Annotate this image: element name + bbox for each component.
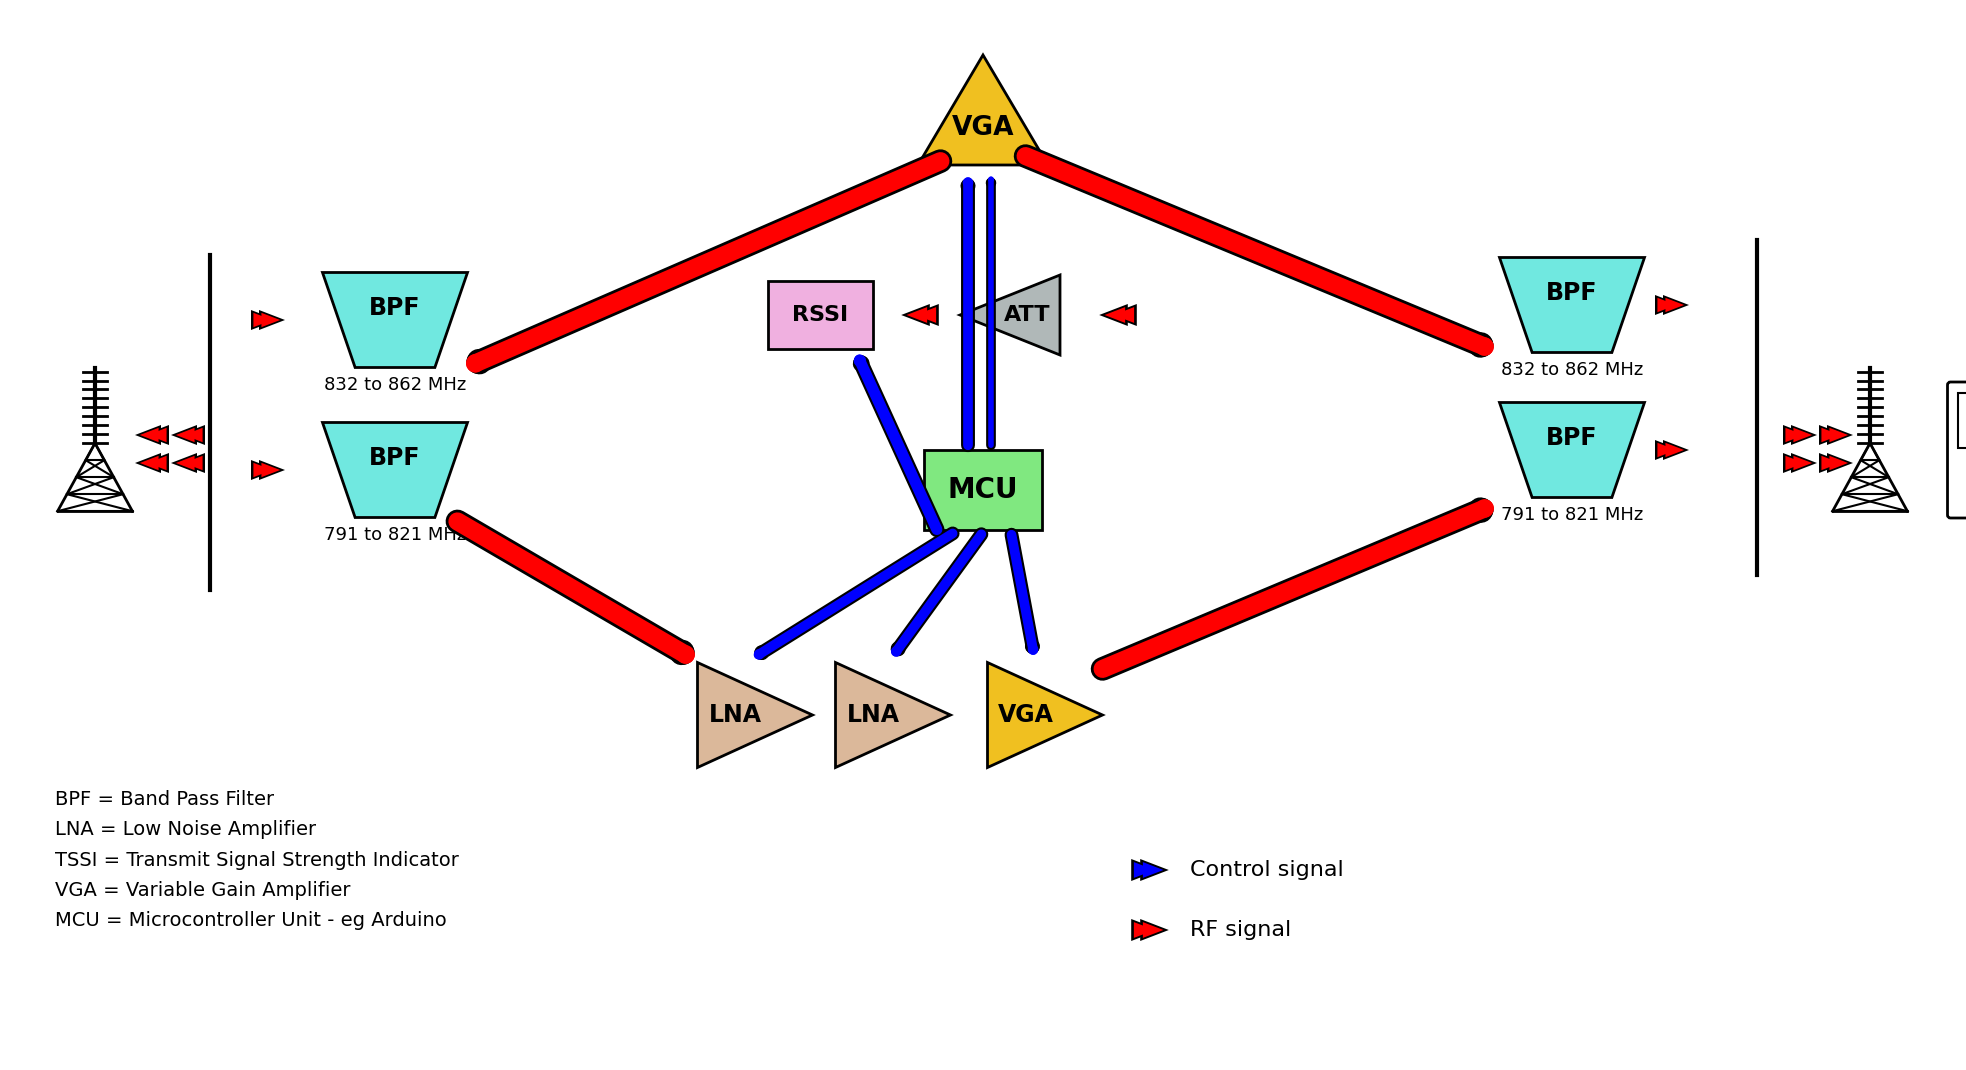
FancyBboxPatch shape [924,450,1042,530]
Polygon shape [1665,297,1685,312]
Polygon shape [147,456,167,470]
Polygon shape [987,662,1103,767]
Polygon shape [171,425,197,445]
Polygon shape [1134,922,1154,938]
FancyBboxPatch shape [1948,382,1966,518]
Text: BPF = Band Pass Filter
LNA = Low Noise Amplifier
TSSI = Transmit Signal Strength: BPF = Band Pass Filter LNA = Low Noise A… [55,790,458,930]
Polygon shape [1109,304,1136,326]
Polygon shape [136,425,161,445]
Polygon shape [1142,922,1164,938]
Polygon shape [1665,443,1685,457]
Text: Control signal: Control signal [1189,860,1343,880]
Polygon shape [1663,440,1689,460]
Polygon shape [1830,456,1848,470]
Polygon shape [261,312,279,327]
Polygon shape [260,310,285,330]
Polygon shape [252,310,277,330]
Polygon shape [1791,453,1817,473]
Polygon shape [1793,456,1813,470]
FancyBboxPatch shape [767,281,873,349]
Polygon shape [1657,443,1677,457]
Text: LNA: LNA [847,703,900,727]
Polygon shape [1826,453,1854,473]
Polygon shape [140,428,159,442]
Polygon shape [260,460,285,480]
Polygon shape [1140,919,1170,941]
Polygon shape [1130,919,1160,941]
Polygon shape [1785,428,1805,442]
Polygon shape [261,463,279,477]
Text: 832 to 862 MHz: 832 to 862 MHz [1500,361,1644,379]
Polygon shape [1655,295,1681,315]
Text: VGA: VGA [999,703,1054,727]
Text: BPF: BPF [1545,281,1598,305]
Polygon shape [144,453,169,473]
Polygon shape [1142,862,1164,877]
Polygon shape [1783,453,1809,473]
Text: BPF: BPF [370,296,421,320]
Text: MCU: MCU [948,476,1018,504]
Polygon shape [1793,428,1813,442]
Polygon shape [254,463,271,477]
Polygon shape [1134,862,1154,877]
Polygon shape [900,304,930,326]
Polygon shape [185,428,202,442]
Polygon shape [1140,859,1170,881]
Polygon shape [140,456,159,470]
Text: RF signal: RF signal [1189,920,1292,941]
Polygon shape [1657,297,1677,312]
Polygon shape [836,662,950,767]
Polygon shape [175,428,195,442]
Polygon shape [179,425,204,445]
Polygon shape [1655,440,1681,460]
Polygon shape [1500,258,1644,352]
Polygon shape [910,304,940,326]
Polygon shape [322,273,468,367]
Text: VGA: VGA [952,116,1014,141]
Polygon shape [185,456,202,470]
Text: 791 to 821 MHz: 791 to 821 MHz [1500,506,1644,524]
Polygon shape [254,312,271,327]
Polygon shape [698,662,812,767]
Polygon shape [1099,304,1128,326]
Polygon shape [1663,295,1689,315]
Polygon shape [1105,307,1125,323]
Text: LNA: LNA [710,703,763,727]
Polygon shape [136,453,161,473]
Polygon shape [171,453,197,473]
Polygon shape [175,456,195,470]
Polygon shape [918,55,1048,165]
Text: BPF: BPF [370,446,421,470]
Polygon shape [144,425,169,445]
Polygon shape [1819,425,1844,445]
Text: BPF: BPF [1545,426,1598,450]
Polygon shape [322,423,468,518]
Text: RSSI: RSSI [792,305,847,325]
Polygon shape [959,275,1060,355]
Polygon shape [1785,456,1805,470]
Polygon shape [179,453,204,473]
Polygon shape [1826,425,1854,445]
Text: 791 to 821 MHz: 791 to 821 MHz [324,526,466,544]
Polygon shape [1783,425,1809,445]
Polygon shape [1130,859,1160,881]
Text: ATT: ATT [1003,305,1050,325]
Polygon shape [147,428,167,442]
Polygon shape [1821,456,1840,470]
Polygon shape [916,307,936,323]
Polygon shape [1791,425,1817,445]
Text: 832 to 862 MHz: 832 to 862 MHz [324,376,466,394]
Polygon shape [1819,453,1844,473]
Polygon shape [1830,428,1848,442]
FancyBboxPatch shape [1958,393,1966,447]
Polygon shape [252,460,277,480]
Polygon shape [1113,307,1134,323]
Polygon shape [1500,402,1644,498]
Polygon shape [1821,428,1840,442]
Polygon shape [906,307,928,323]
